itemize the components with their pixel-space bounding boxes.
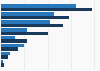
Bar [1,36,15,39]
Bar [1,63,4,67]
Bar [1,44,24,47]
Bar [1,47,18,51]
Bar [1,39,27,43]
Bar [1,4,76,8]
Bar [1,12,54,15]
Bar [1,60,3,63]
Bar [1,24,63,27]
Bar [1,56,8,59]
Bar [1,20,50,24]
Bar [1,32,48,35]
Bar [1,8,92,11]
Bar [1,28,27,32]
Bar [1,15,69,19]
Bar [1,52,10,56]
